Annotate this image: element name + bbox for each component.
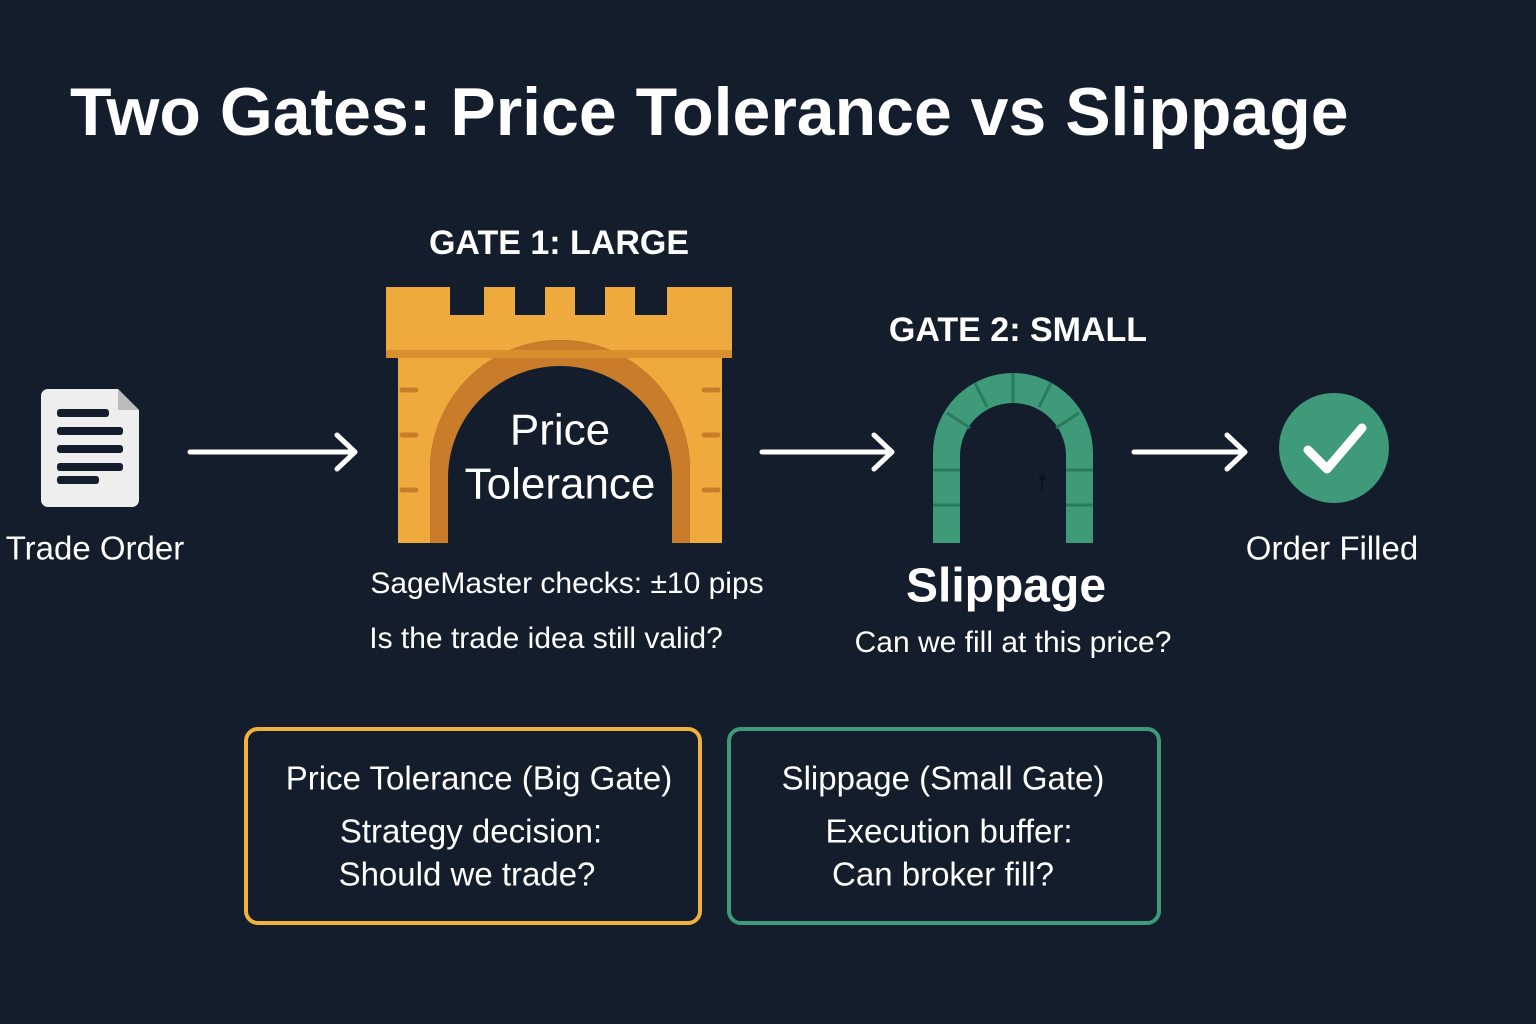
box-line: Strategy decision: — [340, 813, 602, 850]
node-label: Order Filled — [1246, 530, 1418, 567]
gate-heading: GATE 2: SMALL — [889, 311, 1147, 349]
box-line: Can broker fill? — [832, 856, 1054, 893]
gate-inner-label: Price — [510, 406, 610, 455]
info-box — [727, 727, 1161, 925]
title: Two Gates: Price Tolerance vs Slippage — [70, 74, 1349, 150]
gate-note: Can we fill at this price? — [855, 626, 1172, 659]
gate-heading: GATE 1: LARGE — [429, 224, 689, 262]
arrow — [759, 432, 895, 472]
small-gate — [933, 373, 1093, 543]
info-box — [244, 727, 702, 925]
box-line: Should we trade? — [339, 856, 596, 893]
box-title: Slippage (Small Gate) — [782, 760, 1105, 797]
check-icon — [1279, 393, 1389, 503]
gate-inner-label: Tolerance — [465, 460, 656, 509]
document-icon — [41, 389, 139, 507]
castle-gate — [386, 287, 732, 543]
node-label: Trade Order — [6, 530, 185, 567]
gate-label: Slippage — [906, 560, 1106, 613]
arrow — [1131, 432, 1248, 472]
box-line: Execution buffer: — [825, 813, 1072, 850]
box-title: Price Tolerance (Big Gate) — [286, 760, 672, 797]
gate-note: Is the trade idea still valid? — [369, 622, 723, 655]
gate-note: SageMaster checks: ±10 pips — [370, 567, 763, 600]
arrow — [187, 432, 358, 472]
